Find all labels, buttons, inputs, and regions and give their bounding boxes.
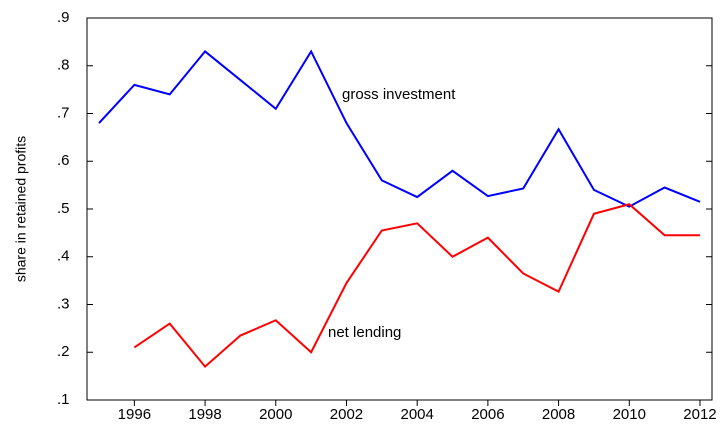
series-line [98,49,701,208]
x-tick-label: 2002 [330,406,363,423]
y-tick-label: .6 [57,152,70,169]
x-tick-label: 2006 [471,406,504,423]
y-tick-label: .4 [57,248,70,265]
x-tick-label: 1998 [188,406,221,423]
y-tick-label: .8 [57,57,70,74]
x-tick-label: 2012 [683,406,716,423]
y-tick-label: .5 [57,200,70,217]
y-axis-label: share in retained profits [13,136,29,282]
plot-frame [86,17,713,401]
x-tick-label: 2010 [613,406,646,423]
x-tick-label: 2004 [400,406,433,423]
x-tick-label: 2000 [259,406,292,423]
x-tick-label: 1996 [118,406,151,423]
y-tick-label: .1 [57,391,70,408]
series-line [133,203,700,369]
y-tick-label: .9 [57,9,70,26]
y-tick-label: .2 [57,343,70,360]
series-annotation: gross investment [342,86,456,103]
x-tick-label: 2008 [542,406,575,423]
y-tick-label: .3 [57,295,70,312]
series-annotation: net lending [328,324,401,341]
y-tick-label: .7 [57,104,70,121]
